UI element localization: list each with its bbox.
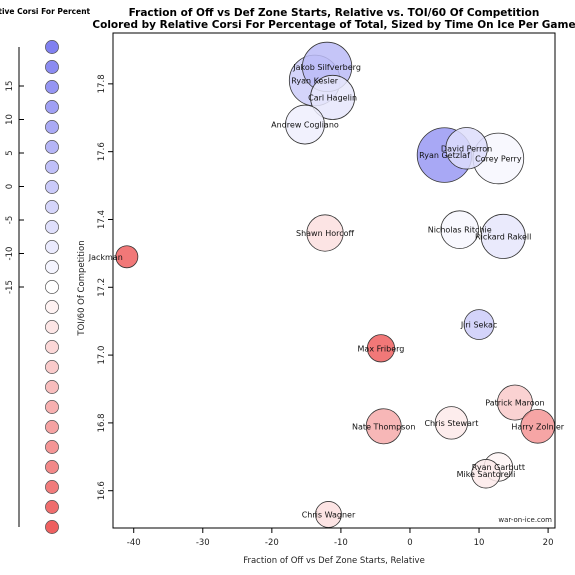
point-label: Patrick Maroon — [485, 399, 544, 408]
legend-swatch — [45, 60, 59, 74]
legend-swatch — [45, 180, 59, 194]
x-tick-label: -40 — [127, 538, 141, 548]
legend-swatch — [45, 500, 59, 514]
x-tick-label: 20 — [543, 538, 554, 548]
x-tick-label: -10 — [334, 538, 348, 548]
point-label: Harry Zolnier — [511, 422, 564, 431]
point-label: David Perron — [441, 144, 492, 153]
point-label: Jiri Sekac — [460, 321, 497, 330]
legend-swatch — [45, 400, 59, 414]
legend-swatch — [45, 480, 59, 494]
bubble-point — [520, 408, 556, 444]
legend-swatch — [45, 220, 59, 234]
bubble-point — [366, 334, 396, 363]
legend-swatch — [45, 160, 59, 174]
legend-swatch — [45, 200, 59, 214]
legend-swatch — [45, 120, 59, 134]
y-tick-label: 17.0 — [97, 346, 107, 365]
point-label: Ryan Getzlaf — [419, 151, 470, 160]
y-tick-label: 17.2 — [97, 278, 107, 297]
legend-swatch — [45, 380, 59, 394]
bubble-point — [310, 74, 356, 120]
legend-swatch — [45, 280, 59, 294]
legend-swatch — [45, 40, 59, 54]
x-tick-label: 10 — [474, 538, 485, 548]
legend-swatch — [45, 460, 59, 474]
color-legend: 15 10 5 0 -5 -10 -15 — [5, 40, 59, 534]
bubble-point — [434, 406, 469, 440]
bubble-point — [496, 384, 533, 421]
point-label: Corey Perry — [475, 154, 522, 163]
bubble-point — [471, 459, 501, 489]
point-label: Nate Thompson — [352, 422, 415, 431]
legend-tick-label: 15 — [5, 81, 15, 92]
bubble-point — [440, 210, 479, 249]
point-label: Shawn Horcoff — [296, 229, 355, 238]
x-axis-label: Fraction of Off vs Def Zone Starts, Rela… — [243, 556, 425, 566]
point-label: Ryan Garbutt — [472, 463, 525, 472]
point-label: Mike Santorelli — [457, 470, 516, 479]
x-tick-label: -30 — [196, 538, 210, 548]
bubble-point — [285, 104, 325, 145]
bubble-point — [463, 309, 495, 340]
legend-swatch — [45, 240, 59, 254]
legend-swatch — [45, 140, 59, 154]
point-label: Chris Wagner — [302, 510, 356, 519]
y-tick-label: 16.6 — [97, 481, 107, 500]
y-axis-label: TOI/60 Of Competition — [77, 240, 87, 336]
point-label: Rickard Rakell — [475, 232, 531, 241]
legend-swatch — [45, 520, 59, 534]
legend-tick-label: 10 — [5, 114, 15, 125]
legend-swatch — [45, 340, 59, 354]
plot-frame — [112, 32, 556, 529]
credit-text: war-on-ice.com — [498, 516, 552, 524]
bubble-point — [365, 408, 402, 445]
point-label: Ryan Kesler — [291, 76, 338, 85]
y-tick-label: 17.6 — [97, 142, 107, 161]
point-label: Jakob Silfverberg — [292, 63, 361, 72]
bubble-point — [306, 214, 344, 252]
point-label: Chris Stewart — [424, 419, 478, 428]
plot-area: -40 -30 -20 -10 0 10 20 16.6 16.8 17.0 17.2 17.4 17.… — [88, 32, 565, 548]
legend-swatch — [45, 100, 59, 114]
point-label: Nicholas Ritchie — [428, 226, 492, 235]
x-tick-label: 0 — [407, 538, 412, 548]
legend-tick-label: 5 — [5, 150, 15, 155]
legend-swatch — [45, 440, 59, 454]
x-tick-label: -20 — [265, 538, 279, 548]
bubble-point — [445, 127, 488, 170]
point-label: Andrew Cogliano — [271, 121, 339, 130]
y-tick-label: 17.4 — [97, 210, 107, 229]
legend-title: Relative Corsi For Percent — [0, 7, 91, 16]
legend-swatch — [45, 300, 59, 314]
point-label: Jackman — [88, 253, 123, 262]
point-label: Carl Hagelin — [308, 93, 357, 102]
legend-swatch — [45, 360, 59, 374]
legend-tick-label: 0 — [5, 184, 15, 189]
legend-swatch — [45, 320, 59, 334]
bubble-point — [480, 213, 526, 259]
point-label: Max Friberg — [358, 344, 405, 353]
y-tick-label: 17.8 — [97, 74, 107, 93]
y-tick-label: 16.8 — [97, 413, 107, 432]
bubble-point — [115, 245, 139, 269]
chart-subtitle: Colored by Relative Corsi For Percentage… — [92, 19, 575, 31]
legend-tick-label: -10 — [5, 247, 15, 261]
chart-title: Fraction of Off vs Def Zone Starts, Rela… — [129, 7, 540, 19]
bubble-point — [315, 501, 342, 528]
legend-tick-label: -15 — [5, 280, 15, 294]
legend-swatch — [45, 80, 59, 94]
legend-swatch — [45, 420, 59, 434]
legend-swatch — [45, 260, 59, 274]
legend-tick-label: -5 — [5, 216, 15, 224]
